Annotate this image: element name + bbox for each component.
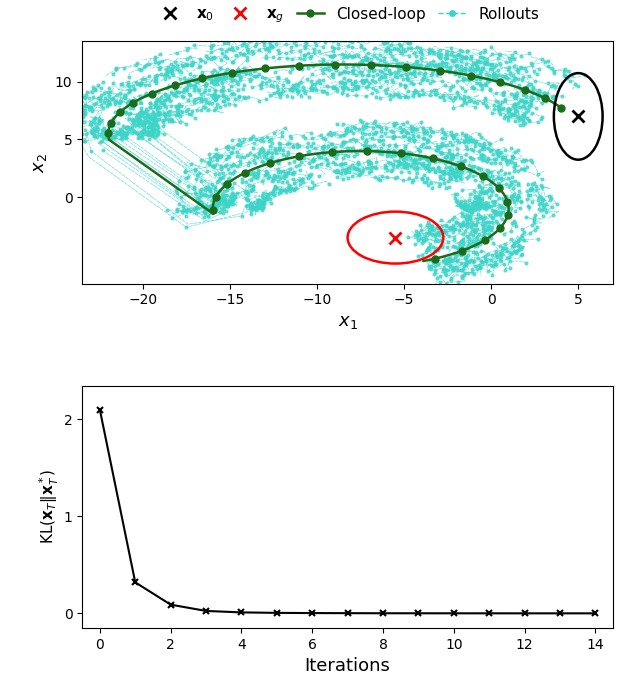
Y-axis label: KL($\mathbf{x}_T \| \mathbf{x}_T^*$): KL($\mathbf{x}_T \| \mathbf{x}_T^*$) <box>37 469 61 544</box>
X-axis label: $x_1$: $x_1$ <box>337 313 358 331</box>
Legend: $\mathbf{x}_0$, $\mathbf{x}_g$, Closed-loop, Rollouts: $\mathbf{x}_0$, $\mathbf{x}_g$, Closed-l… <box>150 1 545 32</box>
X-axis label: Iterations: Iterations <box>305 657 391 676</box>
Y-axis label: $x_2$: $x_2$ <box>31 152 49 172</box>
